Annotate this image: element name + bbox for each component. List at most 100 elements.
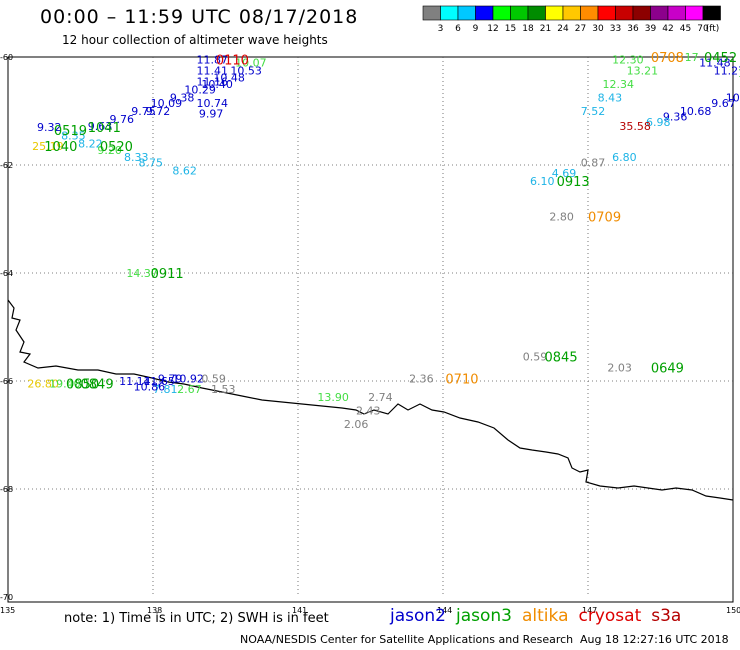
satellite-legend: jason2 jason3 altika cryosat s3a xyxy=(390,606,691,626)
pass-time-label: 0519 xyxy=(54,124,87,139)
wave-height-value: 6.10 xyxy=(530,175,555,188)
wave-height-value: 26.80 xyxy=(27,378,59,391)
track-time-labels: 0110 0519 1041 1040 0520 0911 0913 0709 0845 0649… xyxy=(44,51,737,393)
units-note: note: 1) Time is in UTC; 2) SWH is in fe… xyxy=(64,611,329,626)
wave-height-value: 7.81 xyxy=(153,383,178,396)
pass-time-label: 0520 xyxy=(100,140,133,155)
page-title: 00:00 – 11:59 UTC 08/17/2018 xyxy=(40,6,359,28)
wave-height-value: 9.20 xyxy=(97,144,122,157)
wave-height-value: 13.90 xyxy=(317,391,349,404)
colorbar-swatch xyxy=(527,5,546,21)
wave-height-value: 10.29 xyxy=(184,83,216,96)
wave-height-value: 10.39 xyxy=(726,92,740,105)
wave-height-value: 0.59 xyxy=(523,351,548,364)
page-subtitle: 12 hour collection of altimeter wave hei… xyxy=(62,33,328,47)
colorbar-swatch xyxy=(562,5,581,21)
wave-height-value: 8.35 xyxy=(61,129,86,142)
colorbar-swatch xyxy=(632,5,651,21)
wave-height-value: 9.79 xyxy=(158,372,183,385)
colorbar-label: 42 xyxy=(662,24,673,34)
map-frame xyxy=(7,56,734,603)
pass-time-label: 1041 xyxy=(88,121,121,136)
longitude-label: 138 xyxy=(147,606,162,615)
colorbar-label: 30 xyxy=(592,24,604,34)
wave-height-value: 35.58 xyxy=(619,120,651,133)
latitude-label: -68 xyxy=(0,485,13,494)
colorbar-swatch xyxy=(440,5,459,21)
antarctic-coastline xyxy=(7,299,734,501)
wave-height-value: 9.76 xyxy=(110,113,135,126)
satellite-legend-cryosat: cryosat xyxy=(578,606,642,626)
wave-height-value: 2.03 xyxy=(607,362,632,375)
wave-height-value: 1.53 xyxy=(211,383,236,396)
credit-line: NOAA/NESDIS Center for Satellite Applica… xyxy=(240,633,574,646)
wave-height-value: 8.43 xyxy=(598,92,623,105)
wave-height-value: 11.48 xyxy=(699,56,731,69)
colorbar-label: 15 xyxy=(505,24,516,34)
wave-height-value: 12.34 xyxy=(603,78,635,91)
wave-height-value: 7.52 xyxy=(581,105,606,118)
wave-height-value: 9.36 xyxy=(663,110,688,123)
pass-time-label: 1040 xyxy=(44,140,77,155)
wave-height-value: 9.32 xyxy=(37,121,62,134)
colorbar-swatch xyxy=(650,5,669,21)
wave-height-value: 11.87 xyxy=(197,54,229,67)
colorbar-swatch xyxy=(475,5,494,21)
wave-height-value: 10.07 xyxy=(235,56,267,69)
colorbar-label: 45 xyxy=(680,24,691,34)
colorbar-swatch xyxy=(580,5,599,21)
wave-height-value: 10.74 xyxy=(197,97,229,110)
wave-height-value: 0.87 xyxy=(581,156,606,169)
wave-height-value: 13.21 xyxy=(627,65,659,78)
wave-height-value: 9.72 xyxy=(146,105,171,118)
wave-height-value: 19.40 xyxy=(49,378,80,391)
wave-height-value: 9.97 xyxy=(199,108,224,121)
coastline xyxy=(7,299,734,501)
wave-height-value: 8.33 xyxy=(124,151,149,164)
latitude-label: -66 xyxy=(0,377,13,386)
colorbar-label: 3 xyxy=(438,24,444,34)
wave-height-value: 2.80 xyxy=(549,210,574,223)
wave-height-value: 11.65 xyxy=(143,375,175,388)
wave-height-value: 2.67 xyxy=(177,383,202,396)
colorbar-swatch xyxy=(615,5,634,21)
wave-height-value: 11.14 xyxy=(119,375,150,388)
wave-height-value: 14.37 xyxy=(126,267,157,280)
wave-height-value: 12.1 xyxy=(738,67,740,80)
longitude-label: 135 xyxy=(0,606,15,615)
wave-height-value: 9.63 xyxy=(88,120,113,133)
colorbar-label: 18 xyxy=(522,24,534,34)
satellite-legend-jason2: jason2 xyxy=(390,606,446,626)
pass-time-label: 0850 xyxy=(66,378,99,393)
graticule xyxy=(8,57,733,597)
latitude-label: -70 xyxy=(0,593,13,602)
wave-height-value: 0.59 xyxy=(201,372,226,385)
colorbar-label: 27 xyxy=(575,24,586,34)
colorbar-label: 24 xyxy=(557,24,569,34)
wave-height-value: 11.16 xyxy=(197,75,229,88)
pass-time-label: 0110 xyxy=(216,54,249,69)
wave-height-value: 11.41 xyxy=(197,65,229,78)
wave-height-value: 25.19 xyxy=(32,140,64,153)
wave-height-value: 6.98 xyxy=(646,116,671,129)
colorbar-swatch xyxy=(597,5,616,21)
wave-height-value: 11.27 xyxy=(714,65,740,78)
observation-labels: 11.8711.4111.1610.5310.4810.4010.2910.74… xyxy=(27,51,740,431)
wave-height-value: 9.75 xyxy=(131,105,156,118)
satellite-legend-altika: altika xyxy=(522,606,569,626)
wave-height-value: 10.92 xyxy=(172,372,204,385)
pass-time-label: 0710 xyxy=(445,372,478,387)
wave-height-value: 10.09 xyxy=(151,97,183,110)
wave-height-value: 2.36 xyxy=(409,372,434,385)
wave-height-value: 2.43 xyxy=(356,405,381,418)
longitude-label: 141 xyxy=(292,606,307,615)
colorbar-label: 6 xyxy=(455,24,461,34)
axis-labels: 135 138 141 144 147 150 -60 -62 -64 -66 -68 -70 xyxy=(0,53,740,615)
colorbar-label: 39 xyxy=(645,24,657,34)
wave-height-value: 9.38 xyxy=(170,92,195,105)
wave-height-value: 10.68 xyxy=(680,105,712,118)
colorbar-swatch xyxy=(702,5,721,21)
colorbar-swatch xyxy=(422,5,441,21)
wave-height-value: 8.62 xyxy=(172,164,197,177)
